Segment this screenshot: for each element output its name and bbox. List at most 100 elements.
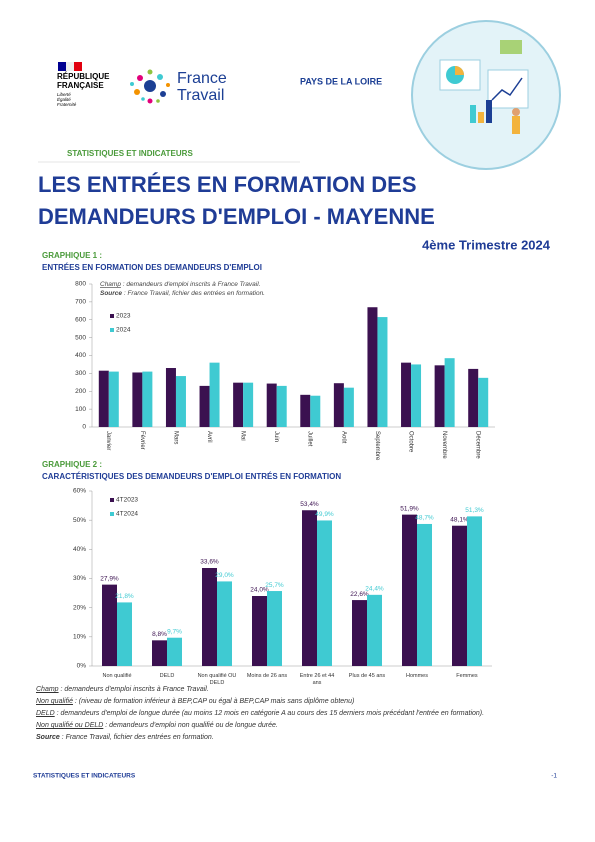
- x-tick-label: Janvier: [105, 431, 111, 450]
- value-label: 48,1%: [450, 516, 469, 523]
- bar: [117, 602, 132, 666]
- chart-label: GRAPHIQUE 2 :: [42, 460, 102, 469]
- x-tick-label: Juin: [273, 431, 279, 442]
- bar: [167, 637, 182, 666]
- y-tick-label: 200: [75, 388, 86, 395]
- bar: [377, 317, 388, 427]
- note: Champ : demandeurs d'emploi inscrits à F…: [36, 685, 536, 694]
- bar: [98, 370, 109, 427]
- value-label: 9,7%: [167, 628, 182, 635]
- x-tick-label: Mai: [240, 431, 246, 441]
- note: Non qualifié ou DELD : demandeurs d'empl…: [36, 721, 536, 730]
- motto: Fraternité: [57, 102, 77, 107]
- region: PAYS DE LA LOIRE: [300, 76, 382, 86]
- bar: [152, 640, 167, 666]
- bar: [142, 371, 153, 427]
- bar: [333, 383, 344, 427]
- x-tick-label: Juillet: [307, 431, 313, 447]
- title: LES ENTRÉES EN FORMATION DES: [38, 172, 417, 197]
- bar: [401, 362, 412, 427]
- bar: [276, 385, 287, 427]
- x-tick-label: Décembre: [475, 431, 481, 459]
- note-text: : (niveau de formation inférieur à BEP,C…: [72, 698, 355, 705]
- bar: [175, 376, 186, 427]
- note: Non qualifié : (niveau de formation infé…: [36, 697, 536, 706]
- value-label: 49,9%: [315, 511, 334, 518]
- bar: [243, 382, 254, 427]
- y-tick-label: 0: [82, 424, 86, 431]
- bar: [317, 520, 332, 666]
- x-tick-label: Avril: [206, 431, 212, 443]
- notes: Champ : demandeurs d'emploi inscrits à F…: [36, 685, 536, 745]
- value-label: 21,8%: [115, 593, 134, 600]
- x-tick-label: Novembre: [441, 431, 447, 459]
- bar: [452, 525, 467, 666]
- bar: [217, 581, 232, 666]
- page-number: -1: [551, 773, 557, 780]
- bar: [444, 358, 455, 427]
- y-tick-label: 0%: [77, 663, 87, 670]
- bar: [434, 365, 445, 427]
- x-tick-label: DELD: [160, 673, 175, 679]
- value-label: 22,6%: [350, 591, 369, 598]
- legend-label: 4T2024: [116, 511, 138, 518]
- value-label: 33,6%: [200, 559, 219, 566]
- bar: [478, 377, 489, 427]
- y-tick-label: 100: [75, 406, 86, 413]
- bar: [402, 514, 417, 666]
- bar: [199, 385, 210, 427]
- y-tick-label: 60%: [73, 488, 86, 495]
- y-tick-label: 600: [75, 316, 86, 323]
- bar: [411, 364, 422, 427]
- note-text: : demandeurs d'emploi non qualifié ou de…: [103, 722, 278, 729]
- note-label: DELD: [36, 710, 55, 717]
- chart-title: CARACTÉRISTIQUES DES DEMANDEURS D'EMPLOI…: [42, 472, 341, 481]
- chart-title: ENTRÉES EN FORMATION DES DEMANDEURS D'EM…: [42, 263, 262, 272]
- x-tick-label: Moins de 26 ans: [247, 673, 288, 679]
- bar: [467, 516, 482, 666]
- bar: [233, 382, 244, 427]
- value-label: 25,7%: [265, 582, 284, 589]
- brand-mark: [130, 69, 170, 104]
- note: DELD : demandeurs d'emploi de longue dur…: [36, 709, 536, 718]
- bar: [202, 568, 217, 666]
- note-label: Non qualifié: [36, 698, 73, 705]
- note: Source : France Travail, fichier des ent…: [36, 733, 536, 742]
- bar: [267, 591, 282, 666]
- flag-blue: [58, 62, 66, 71]
- annotation-text: : demandeurs d'emploi inscrits à France …: [121, 281, 261, 288]
- x-tick-label: Février: [139, 431, 145, 450]
- value-label: 24,0%: [250, 587, 269, 594]
- y-tick-label: 400: [75, 352, 86, 359]
- value-label: 48,7%: [415, 515, 434, 522]
- annotation-label: Source: [100, 290, 122, 297]
- section: STATISTIQUES ET INDICATEURS: [67, 149, 193, 158]
- x-tick-label: Femmes: [456, 673, 478, 679]
- flag-white: [66, 62, 74, 71]
- x-tick-label: Non qualifié: [102, 673, 131, 679]
- bar: [266, 383, 277, 427]
- bar: [165, 368, 176, 427]
- x-tick-label: Entre 26 et 44 ans: [300, 673, 335, 686]
- x-tick-label: Août: [340, 431, 346, 444]
- brand: France: [177, 70, 227, 87]
- bar: [352, 600, 367, 666]
- bar: [302, 510, 317, 666]
- footer: STATISTIQUES ET INDICATEURS: [33, 773, 136, 780]
- legend-swatch: [110, 314, 114, 318]
- note-text: : demandeurs d'emploi de longue durée (a…: [54, 710, 485, 717]
- y-tick-label: 700: [75, 299, 86, 306]
- y-tick-label: 300: [75, 370, 86, 377]
- note-label: Source: [36, 734, 60, 741]
- bar: [300, 394, 311, 427]
- bar: [209, 362, 220, 427]
- motto: Liberté: [57, 92, 71, 97]
- annotation: Source : France Travail, fichier des ent…: [100, 290, 265, 297]
- x-tick-label: Octobre: [407, 431, 413, 453]
- legend-swatch: [110, 498, 114, 502]
- value-label: 29,0%: [215, 572, 234, 579]
- note-text: : France Travail, fichier des entrées en…: [59, 734, 214, 741]
- value-label: 8,8%: [152, 631, 167, 638]
